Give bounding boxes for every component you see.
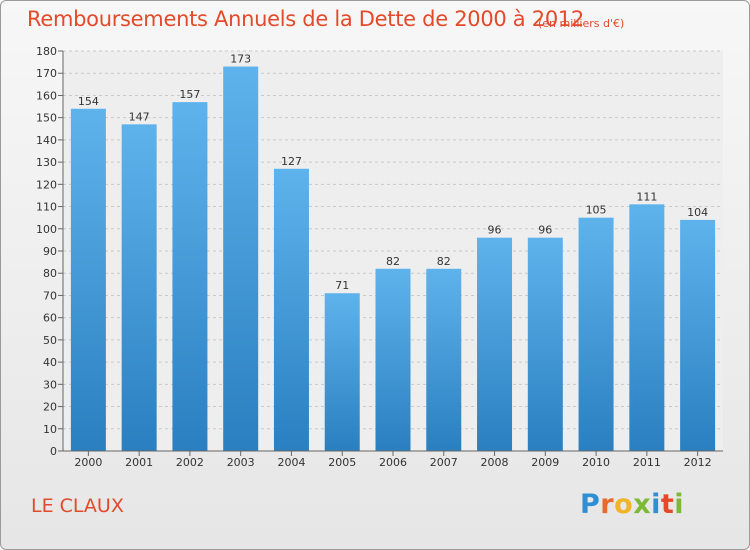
bar-2000 bbox=[70, 108, 106, 452]
y-tick-label: 150 bbox=[36, 112, 57, 125]
value-label-2007: 82 bbox=[437, 255, 451, 268]
x-tick-label-2000: 2000 bbox=[74, 456, 102, 469]
value-label-2008: 96 bbox=[488, 224, 502, 237]
bar-2010 bbox=[578, 217, 614, 451]
y-tick-label: 120 bbox=[36, 178, 57, 191]
bar-2002 bbox=[172, 102, 208, 451]
y-tick-label: 160 bbox=[36, 89, 57, 102]
x-tick-label-2009: 2009 bbox=[531, 456, 559, 469]
commune-name: LE CLAUX bbox=[31, 495, 124, 517]
value-label-2004: 127 bbox=[281, 155, 302, 168]
x-tick-label-2001: 2001 bbox=[125, 456, 153, 469]
x-tick-label-2007: 2007 bbox=[430, 456, 458, 469]
y-tick-label: 90 bbox=[43, 245, 57, 258]
y-tick-label: 110 bbox=[36, 201, 57, 214]
y-tick-label: 30 bbox=[43, 378, 57, 391]
y-tick-label: 60 bbox=[43, 312, 57, 325]
bar-2012 bbox=[680, 219, 716, 451]
value-label-2011: 111 bbox=[636, 190, 657, 203]
chart-unit: (en milliers d'€) bbox=[538, 17, 625, 30]
bar-2008 bbox=[477, 237, 513, 451]
value-label-2001: 147 bbox=[129, 110, 150, 123]
bar-2006 bbox=[375, 268, 411, 451]
value-label-2002: 157 bbox=[179, 88, 200, 101]
bar-2005 bbox=[324, 293, 360, 451]
bar-2007 bbox=[426, 268, 462, 451]
x-tick-label-2005: 2005 bbox=[328, 456, 356, 469]
y-tick-label: 180 bbox=[36, 45, 57, 58]
bar-2003 bbox=[223, 66, 259, 452]
y-tick-label: 130 bbox=[36, 156, 57, 169]
value-label-2003: 173 bbox=[230, 53, 251, 66]
y-tick-label: 170 bbox=[36, 67, 57, 80]
y-tick-label: 0 bbox=[50, 445, 57, 458]
y-tick-label: 50 bbox=[43, 334, 57, 347]
value-label-2009: 96 bbox=[538, 224, 552, 237]
x-tick-label-2012: 2012 bbox=[684, 456, 712, 469]
x-tick-label-2006: 2006 bbox=[379, 456, 407, 469]
x-tick-label-2003: 2003 bbox=[227, 456, 255, 469]
bar-2004 bbox=[273, 168, 309, 451]
y-tick-label: 70 bbox=[43, 289, 57, 302]
bar-2001 bbox=[121, 124, 157, 451]
value-label-2006: 82 bbox=[386, 255, 400, 268]
y-tick-label: 10 bbox=[43, 423, 57, 436]
x-tick-label-2010: 2010 bbox=[582, 456, 610, 469]
y-tick-label: 80 bbox=[43, 267, 57, 280]
bar-2009 bbox=[527, 237, 563, 451]
bar-2011 bbox=[629, 204, 665, 451]
value-label-2012: 104 bbox=[687, 206, 708, 219]
value-label-2000: 154 bbox=[78, 95, 99, 108]
x-tick-label-2002: 2002 bbox=[176, 456, 204, 469]
y-tick-label: 140 bbox=[36, 134, 57, 147]
x-tick-label-2004: 2004 bbox=[277, 456, 305, 469]
y-tick-label: 20 bbox=[43, 401, 57, 414]
value-label-2005: 71 bbox=[335, 279, 349, 292]
x-tick-label-2008: 2008 bbox=[481, 456, 509, 469]
value-label-2010: 105 bbox=[586, 204, 607, 217]
y-tick-label: 100 bbox=[36, 223, 57, 236]
y-tick-label: 40 bbox=[43, 356, 57, 369]
proxiti-logo[interactable]: Proxiti bbox=[580, 489, 685, 520]
x-tick-label-2011: 2011 bbox=[633, 456, 661, 469]
chart-title: Remboursements Annuels de la Dette de 20… bbox=[27, 7, 584, 31]
